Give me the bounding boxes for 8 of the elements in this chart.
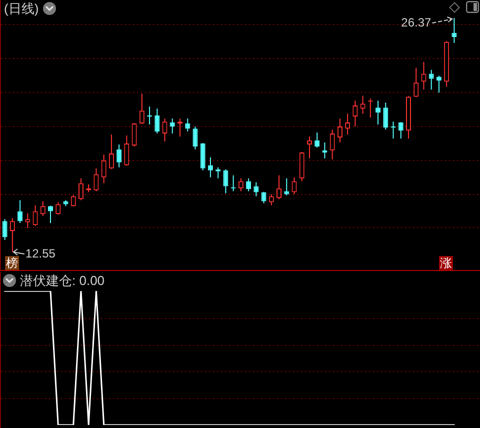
annotation: 12.55 [25,246,56,260]
text: 涨 [439,256,453,270]
text: 榜 [5,256,19,270]
candlestick [390,122,396,139]
chart-title: (日线) [4,1,39,16]
chart-title: 潜伏建仓: 0.00 [20,273,105,288]
annotation: 26.37 [401,15,432,30]
candlestick [147,106,152,124]
